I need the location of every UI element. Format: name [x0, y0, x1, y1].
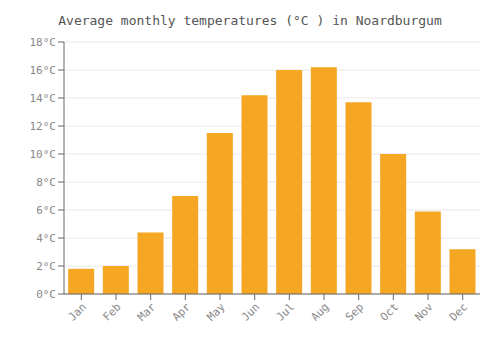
svg-text:10°C: 10°C — [30, 148, 57, 161]
svg-text:Jun: Jun — [239, 300, 262, 323]
svg-text:Mar: Mar — [135, 300, 159, 324]
svg-text:Apr: Apr — [170, 300, 194, 324]
svg-text:18°C: 18°C — [30, 36, 57, 49]
svg-text:Oct: Oct — [378, 300, 401, 323]
svg-text:8°C: 8°C — [36, 176, 56, 189]
html-text:Average monthly temperatures (: Average monthly temperatures (°C ) in No… — [58, 13, 442, 28]
svg-text:Aug: Aug — [308, 300, 331, 323]
svg-text:Jan: Jan — [66, 300, 89, 323]
svg-text:Nov: Nov — [412, 300, 436, 324]
svg-text:2°C: 2°C — [36, 260, 56, 273]
svg-text:6°C: 6°C — [36, 204, 56, 217]
svg-text:0°C: 0°C — [36, 288, 56, 301]
svg-text:Sep: Sep — [343, 300, 366, 323]
svg-text:Dec: Dec — [447, 300, 470, 323]
svg-text:14°C: 14°C — [30, 92, 57, 105]
svg-text:Jul: Jul — [274, 300, 297, 323]
svg-text:12°C: 12°C — [30, 120, 57, 133]
svg-text:16°C: 16°C — [30, 64, 57, 77]
svg-text:Feb: Feb — [100, 300, 123, 323]
svg-text:May: May — [204, 300, 228, 324]
svg-text:4°C: 4°C — [36, 232, 56, 245]
